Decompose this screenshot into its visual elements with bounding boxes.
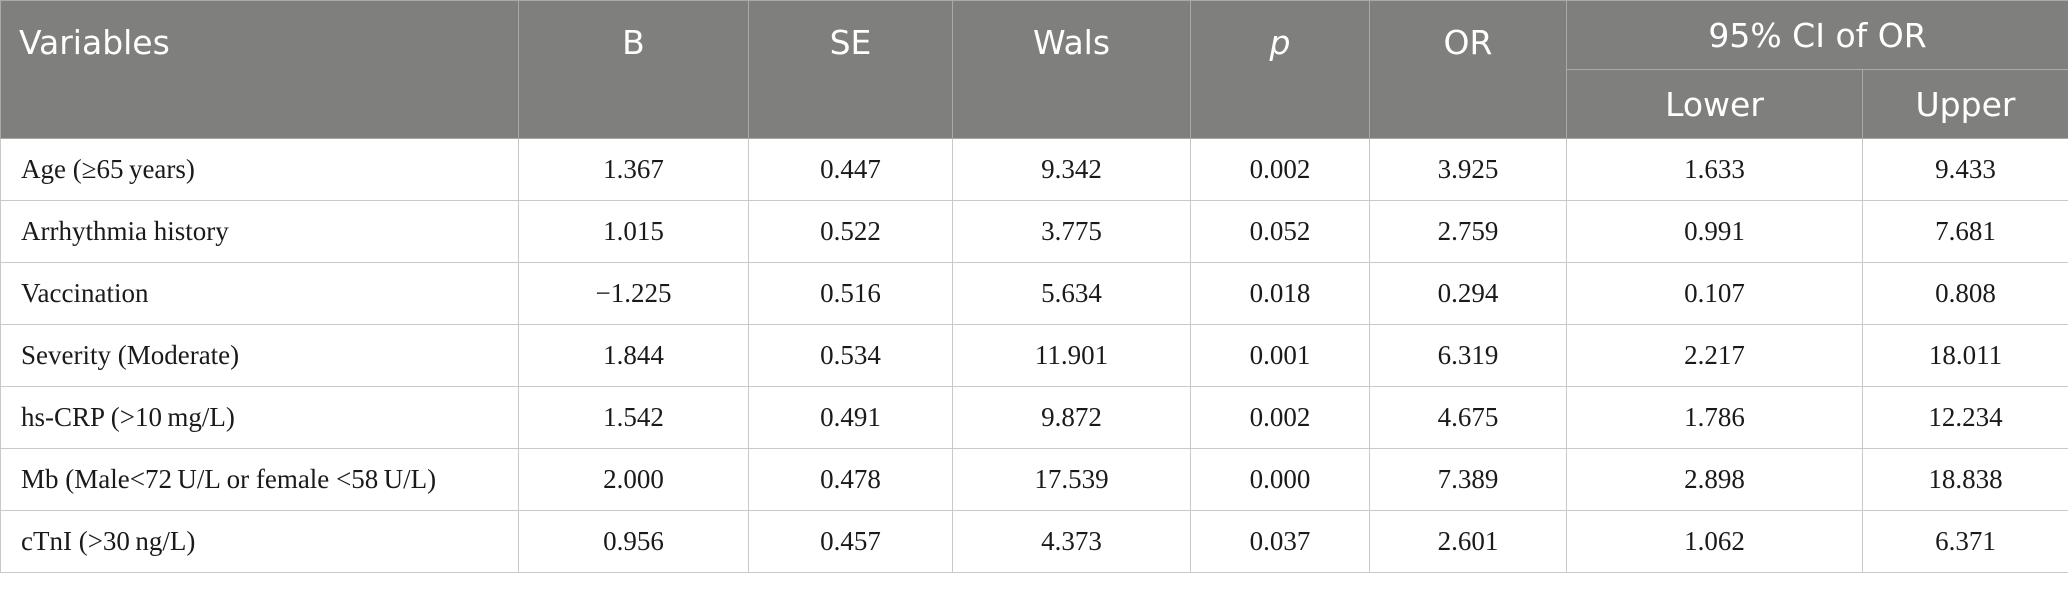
header-upper: Upper [1862, 69, 2068, 139]
cell-p: 0.037 [1190, 510, 1370, 573]
cell-upper: 12.234 [1862, 386, 2068, 449]
cell-b: 1.015 [518, 200, 749, 263]
header-p-label: p [1269, 23, 1291, 62]
cell-b: −1.225 [518, 262, 749, 325]
table-body: Age (≥65 years) 1.367 0.447 9.342 0.002 … [0, 138, 2068, 573]
cell-se: 0.491 [748, 386, 953, 449]
cell-p: 0.002 [1190, 138, 1370, 201]
cell-upper: 7.681 [1862, 200, 2068, 263]
header-p: p [1190, 0, 1370, 139]
cell-variable: hs-CRP (>10 mg/L) [0, 386, 519, 449]
cell-variable: Mb (Male<72 U/L or female <58 U/L) [0, 448, 519, 511]
header-lower: Lower [1566, 69, 1863, 139]
table-row: Severity (Moderate) 1.844 0.534 11.901 0… [0, 324, 2068, 387]
table-row: Arrhythmia history 1.015 0.522 3.775 0.0… [0, 200, 2068, 263]
cell-b: 1.844 [518, 324, 749, 387]
cell-wals: 17.539 [952, 448, 1191, 511]
cell-upper: 18.838 [1862, 448, 2068, 511]
cell-b: 2.000 [518, 448, 749, 511]
table-row: cTnI (>30 ng/L) 0.956 0.457 4.373 0.037 … [0, 510, 2068, 573]
cell-upper: 18.011 [1862, 324, 2068, 387]
cell-se: 0.478 [748, 448, 953, 511]
cell-se: 0.516 [748, 262, 953, 325]
cell-or: 2.759 [1369, 200, 1567, 263]
cell-upper: 6.371 [1862, 510, 2068, 573]
cell-wals: 4.373 [952, 510, 1191, 573]
cell-p: 0.002 [1190, 386, 1370, 449]
table-header: Variables B SE Wals p OR 95% CI of OR Lo… [0, 0, 2068, 139]
table-row: Vaccination −1.225 0.516 5.634 0.018 0.2… [0, 262, 2068, 325]
cell-se: 0.522 [748, 200, 953, 263]
logistic-regression-table: Variables B SE Wals p OR 95% CI of OR Lo… [0, 0, 2068, 573]
table-row: hs-CRP (>10 mg/L) 1.542 0.491 9.872 0.00… [0, 386, 2068, 449]
header-wals: Wals [952, 0, 1191, 139]
cell-lower: 1.062 [1566, 510, 1863, 573]
table-row: Mb (Male<72 U/L or female <58 U/L) 2.000… [0, 448, 2068, 511]
cell-variable: Severity (Moderate) [0, 324, 519, 387]
header-variables: Variables [0, 0, 519, 139]
cell-wals: 3.775 [952, 200, 1191, 263]
cell-lower: 2.217 [1566, 324, 1863, 387]
cell-lower: 0.107 [1566, 262, 1863, 325]
cell-or: 6.319 [1369, 324, 1567, 387]
cell-or: 0.294 [1369, 262, 1567, 325]
cell-variable: Vaccination [0, 262, 519, 325]
header-b: B [518, 0, 749, 139]
cell-variable: Arrhythmia history [0, 200, 519, 263]
cell-se: 0.534 [748, 324, 953, 387]
cell-lower: 2.898 [1566, 448, 1863, 511]
cell-lower: 1.633 [1566, 138, 1863, 201]
cell-wals: 11.901 [952, 324, 1191, 387]
cell-lower: 1.786 [1566, 386, 1863, 449]
cell-upper: 0.808 [1862, 262, 2068, 325]
cell-variable: Age (≥65 years) [0, 138, 519, 201]
cell-p: 0.000 [1190, 448, 1370, 511]
header-se: SE [748, 0, 953, 139]
cell-wals: 9.342 [952, 138, 1191, 201]
cell-upper: 9.433 [1862, 138, 2068, 201]
cell-or: 3.925 [1369, 138, 1567, 201]
cell-p: 0.018 [1190, 262, 1370, 325]
cell-or: 4.675 [1369, 386, 1567, 449]
cell-b: 0.956 [518, 510, 749, 573]
table-row: Age (≥65 years) 1.367 0.447 9.342 0.002 … [0, 138, 2068, 201]
header-or: OR [1369, 0, 1567, 139]
cell-or: 2.601 [1369, 510, 1567, 573]
cell-p: 0.001 [1190, 324, 1370, 387]
cell-lower: 0.991 [1566, 200, 1863, 263]
cell-b: 1.542 [518, 386, 749, 449]
cell-b: 1.367 [518, 138, 749, 201]
cell-wals: 9.872 [952, 386, 1191, 449]
cell-p: 0.052 [1190, 200, 1370, 263]
cell-se: 0.447 [748, 138, 953, 201]
cell-variable: cTnI (>30 ng/L) [0, 510, 519, 573]
cell-or: 7.389 [1369, 448, 1567, 511]
cell-wals: 5.634 [952, 262, 1191, 325]
cell-se: 0.457 [748, 510, 953, 573]
header-ci: 95% CI of OR [1566, 0, 2068, 70]
